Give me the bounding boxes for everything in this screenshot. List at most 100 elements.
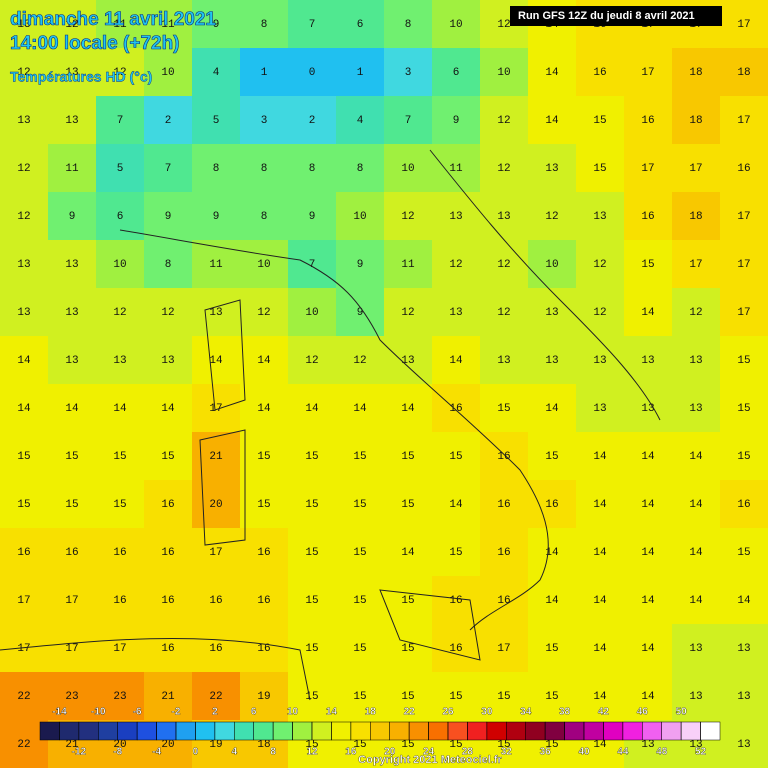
- legend-swatch: [234, 721, 254, 741]
- temperature-value: 15: [305, 547, 318, 559]
- temperature-cell: [480, 96, 529, 145]
- temperature-cell: [528, 624, 577, 673]
- temperature-value: 13: [737, 643, 750, 655]
- temperature-value: 15: [305, 643, 318, 655]
- temperature-value: 9: [213, 211, 220, 223]
- temperature-cell: [336, 336, 385, 385]
- temperature-cell: [144, 240, 193, 289]
- temperature-value: 11: [161, 19, 175, 31]
- temperature-cell: [0, 672, 49, 721]
- temperature-cell: [672, 432, 721, 481]
- temperature-cell: [720, 432, 768, 481]
- temperature-value: 12: [449, 259, 462, 271]
- temperature-cell: [672, 672, 721, 721]
- temperature-cell: [48, 480, 97, 529]
- temperature-value: 0: [309, 67, 316, 79]
- temperature-cell: [288, 480, 337, 529]
- temperature-value: 12: [497, 19, 510, 31]
- temperature-cell: [720, 576, 768, 625]
- temperature-value: 14: [593, 499, 607, 511]
- temperature-cell: [480, 336, 529, 385]
- temperature-cell: [432, 192, 481, 241]
- legend-swatch: [117, 721, 138, 741]
- temperature-value: 12: [257, 307, 270, 319]
- temperature-value: 2: [165, 115, 172, 127]
- legend-swatch: [622, 721, 643, 741]
- temperature-value: 12: [689, 307, 702, 319]
- temperature-value: 17: [689, 259, 702, 271]
- temperature-value: 16: [161, 547, 174, 559]
- temperature-value: 12: [65, 19, 78, 31]
- temperature-value: 16: [65, 547, 78, 559]
- temperature-value: 16: [497, 499, 510, 511]
- temperature-cell: [240, 288, 289, 337]
- temperature-cell: [384, 144, 433, 193]
- legend-label: -12: [72, 747, 87, 758]
- temperature-value: 17: [17, 595, 30, 607]
- temperature-cell: [240, 624, 289, 673]
- temperature-value: 16: [161, 499, 174, 511]
- temperature-cell: [336, 384, 385, 433]
- temperature-value: 12: [545, 211, 558, 223]
- temperature-cell: [528, 336, 577, 385]
- temperature-value: 16: [113, 595, 126, 607]
- temperature-cell: [432, 480, 481, 529]
- temperature-value: 13: [161, 355, 174, 367]
- legend-swatch: [661, 721, 682, 741]
- map-date: dimanche 11 avril 2021: [10, 9, 216, 30]
- temperature-value: 14: [689, 595, 703, 607]
- temperature-value: 12: [17, 67, 30, 79]
- temperature-value: 16: [737, 499, 750, 511]
- legend-swatch: [680, 721, 701, 741]
- legend-swatch: [272, 721, 293, 741]
- temperature-cell: [192, 576, 241, 625]
- temperature-cell: [432, 336, 481, 385]
- legend-label: 22: [404, 707, 416, 718]
- temperature-cell: [528, 240, 577, 289]
- temperature-cell: [384, 384, 433, 433]
- legend-label: -8: [113, 747, 122, 758]
- temperature-cell: [576, 528, 625, 577]
- temperature-value: 15: [305, 595, 318, 607]
- temperature-cell: [96, 480, 145, 529]
- temperature-value: 16: [209, 595, 222, 607]
- legend-swatch: [370, 721, 390, 741]
- temperature-cell: [240, 240, 289, 289]
- temperature-value: 12: [497, 115, 510, 127]
- temperature-cell: [288, 0, 337, 49]
- temperature-value: 13: [689, 739, 702, 751]
- temperature-value: 14: [593, 643, 607, 655]
- temperature-cell: [480, 576, 529, 625]
- temperature-value: 10: [545, 259, 558, 271]
- temperature-value: 16: [641, 211, 654, 223]
- temperature-value: 15: [353, 547, 366, 559]
- temperature-cell: [576, 672, 625, 721]
- temperature-cell: [0, 288, 49, 337]
- temperature-cell: [576, 192, 625, 241]
- temperature-cell: [528, 432, 577, 481]
- temperature-value: 14: [257, 403, 271, 415]
- temperature-value: 15: [65, 451, 78, 463]
- legend-swatch: [331, 721, 352, 741]
- temperature-cell: [144, 336, 193, 385]
- temperature-value: 13: [65, 259, 78, 271]
- temperature-cell: [384, 480, 433, 529]
- temperature-cell: [48, 48, 97, 97]
- temperature-cell: [480, 144, 529, 193]
- temperature-cell: [528, 384, 577, 433]
- temperature-value: 15: [449, 691, 462, 703]
- temperature-value: 15: [593, 115, 606, 127]
- coastline: [0, 637, 311, 701]
- temperature-value: 7: [405, 115, 412, 127]
- temperature-value: 12: [113, 67, 126, 79]
- temperature-value: 14: [449, 355, 463, 367]
- temperature-cell: [144, 288, 193, 337]
- temperature-value: 10: [257, 259, 270, 271]
- temperature-value: 8: [261, 19, 268, 31]
- temperature-cell: [624, 336, 673, 385]
- temperature-cell: [288, 432, 337, 481]
- temperature-cell: [720, 480, 768, 529]
- temperature-value: 8: [261, 163, 268, 175]
- temperature-value: 14: [545, 115, 559, 127]
- temperature-value: 15: [401, 691, 414, 703]
